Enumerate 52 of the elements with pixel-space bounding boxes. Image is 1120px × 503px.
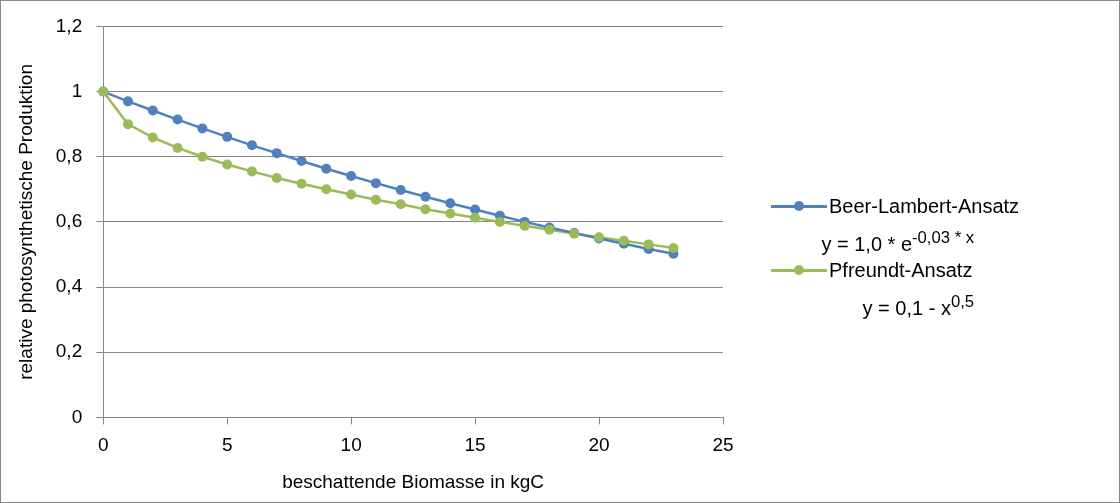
legend-label: Pfreundt-Ansatz [829,258,973,282]
x-tick-label: 0 [97,434,109,456]
point [519,220,530,231]
legend-label: Beer-Lambert-Ansatz [829,194,1020,218]
point [296,155,307,166]
text: y = 0,1 - x$^{0,5}$ [861,291,976,319]
point [370,178,381,189]
y-tick-label: 1 [71,79,83,101]
point [147,132,158,143]
x-tick-label: 10 [340,434,362,456]
point [445,208,456,219]
y-tick-label: 0,6 [55,210,83,232]
point [370,194,381,205]
text: y = 1,0 * e$^{-0,03 * x}$ [820,227,976,255]
point [222,159,233,170]
point [346,189,357,200]
point [123,119,133,130]
point [445,198,456,209]
point [420,204,431,215]
point [222,131,233,142]
point [470,212,481,223]
point [147,105,158,116]
point [172,114,183,125]
point [197,151,208,162]
point [271,172,282,183]
point [123,96,133,107]
x-axis-title: beschattende Biomasse in kgC [282,470,545,492]
y-tick-label: 0 [71,405,83,427]
point [643,239,654,250]
point [197,123,208,134]
y-axis-title: relative photosynthetische Produktion [14,63,36,380]
point [271,148,282,159]
x-tick-label: 15 [464,434,486,456]
y-tick-label: 1,2 [55,14,83,36]
point [420,191,431,202]
point [321,163,332,174]
point [346,170,357,181]
y-tick-label: 0,4 [55,275,83,297]
point [296,178,307,189]
point [395,184,406,195]
point [246,166,257,177]
point [395,199,406,210]
y-tick-label: 0,8 [55,144,83,166]
point [172,142,183,153]
x-tick-label: 5 [221,434,233,456]
y-tick-label: 0,2 [55,340,83,362]
x-tick-label: 25 [712,434,734,456]
point [668,242,679,253]
point [321,184,332,195]
x-tick-label: 20 [588,434,610,456]
point [246,140,257,151]
point [494,216,505,227]
